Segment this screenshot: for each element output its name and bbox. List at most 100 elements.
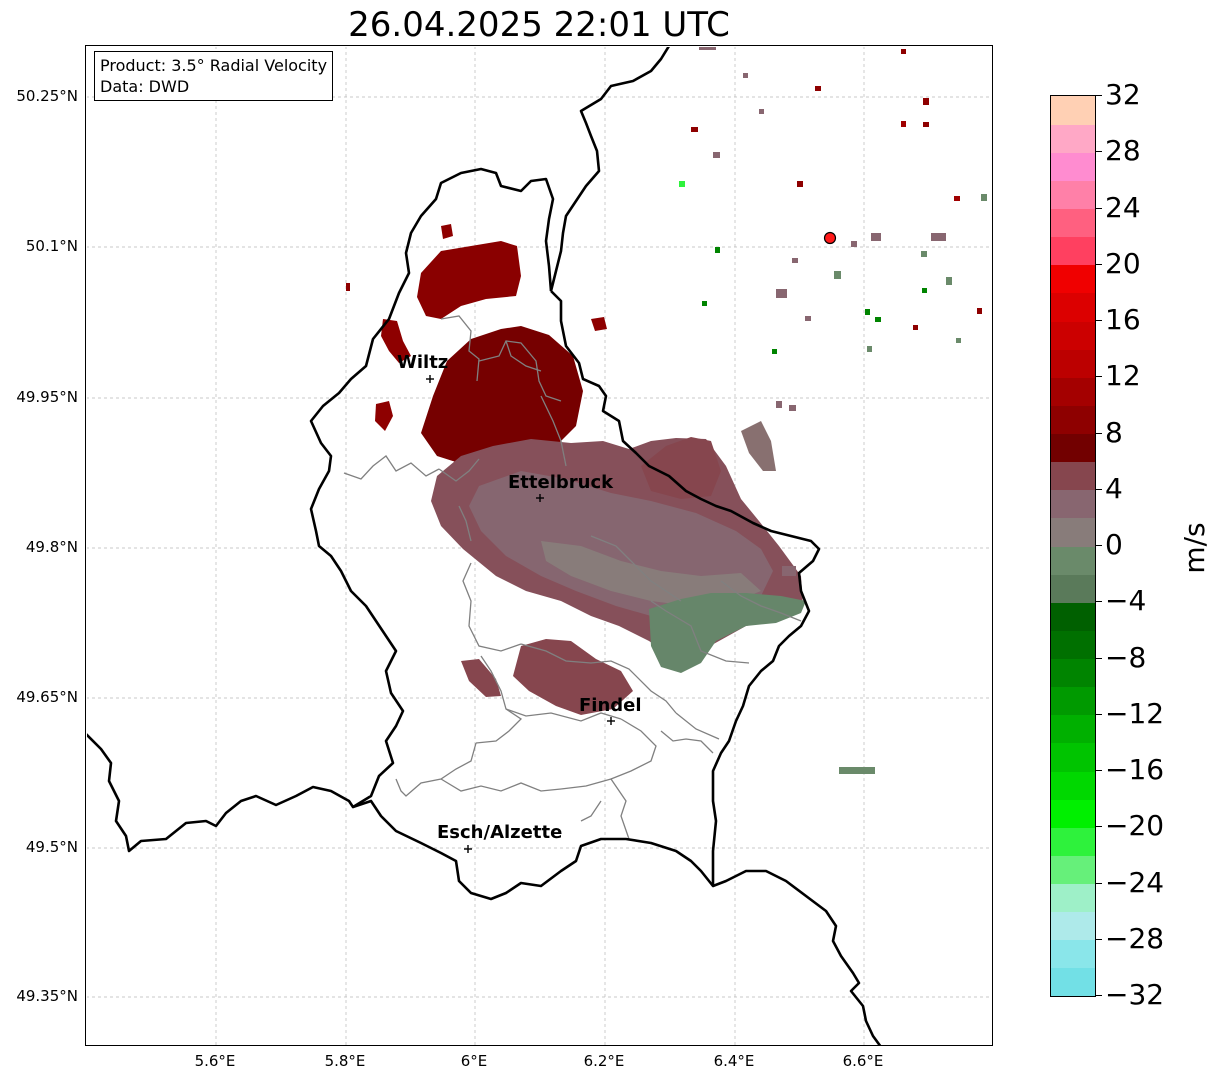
colorbar-tick-label: 0 bbox=[1105, 528, 1123, 561]
city-label-esch-alzette: Esch/Alzette bbox=[437, 822, 562, 843]
product-label: Product: 3.5° Radial Velocity bbox=[100, 56, 328, 75]
echo-wiltz-south bbox=[375, 401, 393, 431]
colorbar-tick bbox=[1096, 545, 1102, 546]
echo-northeast-cell bbox=[741, 421, 776, 471]
map-canvas: Wiltz Ettelbruck Findel Esch/Alzette bbox=[87, 47, 992, 1045]
lon-label-6.2: 6.2°E bbox=[583, 1052, 625, 1070]
lon-label-5.6: 5.6°E bbox=[194, 1052, 236, 1070]
colorbar-segment bbox=[1051, 686, 1095, 716]
colorbar-segment bbox=[1051, 208, 1095, 238]
colorbar-tick-label: 32 bbox=[1105, 78, 1141, 111]
radar-map[interactable]: Wiltz Ettelbruck Findel Esch/Alzette bbox=[85, 45, 993, 1046]
colorbar-segment bbox=[1051, 911, 1095, 941]
lon-label-5.8: 5.8°E bbox=[324, 1052, 366, 1070]
echo-scatter-1 bbox=[923, 98, 929, 105]
colorbar-tick bbox=[1096, 320, 1102, 321]
echo-scatter-21 bbox=[713, 152, 720, 158]
colorbar-tick bbox=[1096, 938, 1102, 940]
echo-scatter-22 bbox=[679, 181, 685, 187]
echo-scatter-5 bbox=[954, 196, 960, 201]
echo-neutral-inner bbox=[541, 541, 761, 606]
echo-scatter-8 bbox=[921, 251, 927, 257]
national-borders bbox=[87, 47, 882, 1045]
echo-scatter-20 bbox=[691, 127, 698, 132]
echo-scatter-24 bbox=[776, 401, 782, 408]
colorbar-segment bbox=[1051, 124, 1095, 153]
echo-inbound-green bbox=[649, 593, 806, 673]
echo-core-dark bbox=[421, 326, 583, 463]
city-label-ettelbruck: Ettelbruck bbox=[508, 472, 614, 493]
lon-label-6.4: 6.4°E bbox=[713, 1052, 755, 1070]
radar-site-marker[interactable] bbox=[823, 231, 837, 245]
echo-scatter-33 bbox=[913, 325, 918, 330]
echo-dot-west bbox=[346, 283, 350, 291]
colorbar-tick bbox=[1096, 432, 1102, 434]
colorbar-segment bbox=[1051, 714, 1095, 744]
echo-scatter-31 bbox=[871, 233, 881, 241]
colorbar-segment bbox=[1051, 883, 1095, 913]
colorbar-segment bbox=[1051, 630, 1095, 660]
colorbar-segment bbox=[1051, 264, 1095, 294]
echo-scatter-10 bbox=[977, 308, 982, 314]
city-markers bbox=[426, 375, 615, 853]
echo-south-cell bbox=[513, 639, 633, 715]
colorbar-tick bbox=[1096, 882, 1102, 884]
lat-label-49.35: 49.35°N bbox=[16, 987, 78, 1005]
echo-small-north bbox=[441, 224, 453, 239]
echo-scatter-14 bbox=[834, 271, 841, 279]
colorbar-segment bbox=[1051, 489, 1095, 519]
colorbar-tick-label: −4 bbox=[1105, 584, 1147, 618]
lat-label-49.5: 49.5°N bbox=[25, 838, 78, 856]
lat-label-50.25: 50.25°N bbox=[16, 87, 78, 105]
radar-echoes bbox=[346, 47, 987, 774]
product-info-box: Product: 3.5° Radial Velocity Data: DWD bbox=[94, 51, 334, 101]
colorbar-segment bbox=[1051, 236, 1095, 266]
colorbar-tick bbox=[1096, 95, 1102, 96]
colorbar-tick bbox=[1096, 151, 1102, 153]
echo-scatter-16 bbox=[792, 258, 798, 263]
echo-scatter-30 bbox=[851, 241, 857, 247]
echo-scatter-25 bbox=[789, 405, 796, 411]
colorbar-tick bbox=[1096, 601, 1102, 603]
colorbar-tick-label: 12 bbox=[1105, 359, 1141, 393]
colorbar-segment bbox=[1051, 742, 1095, 772]
echo-scatter-28 bbox=[743, 73, 748, 78]
city-label-findel: Findel bbox=[579, 695, 642, 716]
lon-label-6.0: 6°E bbox=[460, 1052, 488, 1070]
echo-scatter-19 bbox=[715, 247, 720, 253]
colorbar-segment bbox=[1051, 180, 1095, 210]
colorbar-tick-label: 24 bbox=[1105, 190, 1141, 224]
echo-north-band bbox=[417, 241, 521, 319]
echo-scatter-12 bbox=[875, 317, 881, 322]
colorbar-tick-label: −16 bbox=[1105, 753, 1165, 786]
colorbar-segment bbox=[1051, 771, 1095, 800]
colorbar-tick bbox=[1096, 995, 1102, 996]
lat-label-49.8: 49.8°N bbox=[25, 538, 78, 556]
echo-small-east bbox=[591, 317, 607, 331]
echo-scatter-6 bbox=[981, 194, 987, 201]
colorbar-tick bbox=[1096, 657, 1102, 659]
colorbar-unit-label: m/s bbox=[1178, 522, 1207, 574]
colorbar-segment bbox=[1051, 292, 1095, 322]
colorbar-tick bbox=[1096, 263, 1102, 265]
lat-label-49.95: 49.95°N bbox=[16, 388, 78, 406]
colorbar-tick bbox=[1096, 770, 1102, 771]
colorbar-tick-label: 16 bbox=[1105, 303, 1141, 336]
echo-scatter-23 bbox=[797, 181, 803, 187]
echo-scatter-34 bbox=[956, 338, 961, 343]
colorbar-tick-label: 28 bbox=[1105, 134, 1141, 168]
echo-scatter-11 bbox=[865, 309, 870, 315]
colorbar-segment bbox=[1051, 967, 1095, 996]
district-borders bbox=[343, 315, 802, 840]
lat-label-50.1: 50.1°N bbox=[25, 237, 78, 255]
colorbar-tick-label: −20 bbox=[1105, 809, 1165, 843]
colorbar-tick-label: 4 bbox=[1105, 471, 1123, 505]
colorbar-segment bbox=[1051, 602, 1095, 631]
colorbar-tick-label: −32 bbox=[1105, 978, 1165, 1011]
echo-inbound-east bbox=[839, 767, 875, 774]
colorbar-segment bbox=[1051, 939, 1095, 969]
echo-scatter-29 bbox=[759, 109, 764, 114]
colorbar-tick bbox=[1096, 826, 1102, 828]
echo-scatter-18 bbox=[702, 301, 707, 306]
echo-scatter-35 bbox=[805, 316, 811, 321]
